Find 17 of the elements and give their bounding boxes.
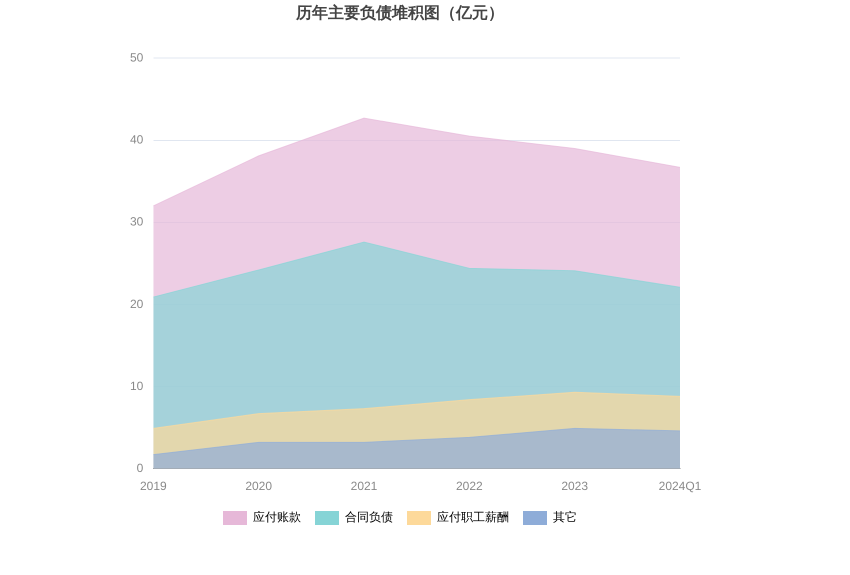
x-tick-label: 2021 bbox=[350, 479, 378, 494]
x-tick-label: 2019 bbox=[140, 479, 168, 494]
y-tick-label: 50 bbox=[130, 50, 144, 65]
legend-label: 应付职工薪酬 bbox=[437, 510, 509, 524]
x-tick-label: 2024Q1 bbox=[658, 479, 702, 494]
x-tick-label: 2023 bbox=[561, 479, 588, 494]
y-tick-label: 20 bbox=[130, 296, 144, 311]
legend-label: 应付账款 bbox=[253, 510, 301, 524]
legend-label: 其它 bbox=[553, 510, 577, 524]
y-tick-label: 10 bbox=[130, 378, 144, 393]
x-tick-label: 2020 bbox=[245, 479, 272, 494]
y-tick-label: 30 bbox=[130, 214, 144, 229]
chart-title: 历年主要负债堆积图（亿元） bbox=[295, 2, 504, 22]
y-tick-label: 40 bbox=[130, 132, 144, 147]
legend-label: 合同负债 bbox=[345, 510, 393, 524]
y-tick-label: 0 bbox=[136, 460, 144, 475]
x-tick-label: 2022 bbox=[456, 479, 484, 494]
